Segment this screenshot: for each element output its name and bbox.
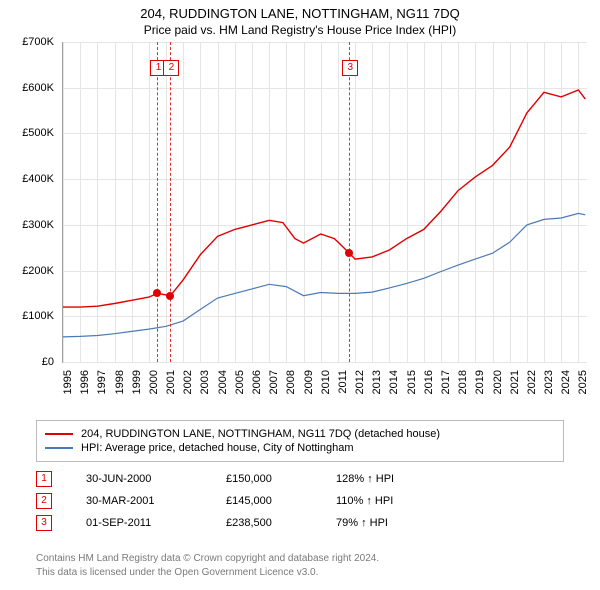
x-tick-label: 2013	[371, 370, 383, 394]
x-tick-label: 1998	[114, 370, 126, 394]
x-tick-label: 2003	[199, 370, 211, 394]
x-tick-label: 2020	[492, 370, 504, 394]
event-badge-1: 1	[36, 471, 52, 487]
y-tick-label: £0	[42, 356, 54, 368]
x-tick-label: 2025	[577, 370, 589, 394]
event-date-3: 01-SEP-2011	[86, 517, 226, 529]
event-chart-badge: 3	[342, 60, 358, 76]
x-tick-label: 1999	[131, 370, 143, 394]
x-tick-label: 2001	[165, 370, 177, 394]
chart-area: £0£100K£200K£300K£400K£500K£600K£700K 12…	[8, 42, 592, 412]
x-tick-label: 2018	[457, 370, 469, 394]
y-tick-label: £300K	[22, 219, 54, 231]
x-tick-label: 2002	[182, 370, 194, 394]
chart-title: 204, RUDDINGTON LANE, NOTTINGHAM, NG11 7…	[0, 6, 600, 21]
event-price-3: £238,500	[226, 517, 336, 529]
event-badge-3: 3	[36, 515, 52, 531]
event-row-2: 2 30-MAR-2001 £145,000 110% ↑ HPI	[36, 490, 564, 512]
x-tick-label: 1996	[79, 370, 91, 394]
gridline-h	[63, 362, 587, 363]
footer-line-2: This data is licensed under the Open Gov…	[36, 566, 564, 580]
x-tick-label: 2006	[251, 370, 263, 394]
x-tick-label: 2009	[303, 370, 315, 394]
x-tick-label: 2019	[474, 370, 486, 394]
plot-area: 123	[62, 42, 587, 363]
titles-block: 204, RUDDINGTON LANE, NOTTINGHAM, NG11 7…	[0, 0, 600, 37]
event-row-1: 1 30-JUN-2000 £150,000 128% ↑ HPI	[36, 468, 564, 490]
x-tick-label: 2022	[526, 370, 538, 394]
x-tick-label: 2016	[423, 370, 435, 394]
series-line-property	[63, 90, 585, 307]
x-tick-label: 2021	[509, 370, 521, 394]
x-tick-label: 2015	[406, 370, 418, 394]
x-tick-label: 2023	[543, 370, 555, 394]
event-pct-3: 79% ↑ HPI	[336, 517, 388, 529]
event-vline	[349, 42, 350, 362]
x-tick-label: 2012	[354, 370, 366, 394]
x-tick-label: 2004	[217, 370, 229, 394]
x-tick-label: 2005	[234, 370, 246, 394]
x-tick-label: 2014	[388, 370, 400, 394]
event-price-1: £150,000	[226, 473, 336, 485]
page-root: 204, RUDDINGTON LANE, NOTTINGHAM, NG11 7…	[0, 0, 600, 590]
event-row-3: 3 01-SEP-2011 £238,500 79% ↑ HPI	[36, 512, 564, 534]
legend-swatch-hpi	[45, 447, 73, 449]
y-tick-label: £500K	[22, 127, 54, 139]
series-line-hpi	[63, 213, 585, 337]
event-pct-1: 128% ↑ HPI	[336, 473, 394, 485]
event-price-2: £145,000	[226, 495, 336, 507]
x-tick-label: 2017	[440, 370, 452, 394]
x-tick-label: 2008	[285, 370, 297, 394]
event-marker-dot	[345, 249, 353, 257]
x-tick-label: 2024	[560, 370, 572, 394]
y-tick-label: £400K	[22, 173, 54, 185]
y-axis-labels: £0£100K£200K£300K£400K£500K£600K£700K	[8, 42, 58, 362]
event-date-1: 30-JUN-2000	[86, 473, 226, 485]
chart-subtitle: Price paid vs. HM Land Registry's House …	[0, 23, 600, 37]
y-tick-label: £200K	[22, 265, 54, 277]
event-marker-dot	[153, 289, 161, 297]
event-vline	[170, 42, 171, 362]
legend-box: 204, RUDDINGTON LANE, NOTTINGHAM, NG11 7…	[36, 420, 564, 462]
x-tick-label: 2011	[337, 370, 349, 394]
legend-label-property: 204, RUDDINGTON LANE, NOTTINGHAM, NG11 7…	[81, 428, 440, 440]
legend-swatch-property	[45, 433, 73, 435]
y-tick-label: £100K	[22, 310, 54, 322]
legend-row-property: 204, RUDDINGTON LANE, NOTTINGHAM, NG11 7…	[45, 427, 555, 441]
x-tick-label: 1997	[96, 370, 108, 394]
legend-label-hpi: HPI: Average price, detached house, City…	[81, 442, 354, 454]
y-tick-label: £700K	[22, 36, 54, 48]
footer-line-1: Contains HM Land Registry data © Crown c…	[36, 552, 564, 566]
x-tick-label: 2007	[268, 370, 280, 394]
event-date-2: 30-MAR-2001	[86, 495, 226, 507]
chart-lines-svg	[63, 42, 587, 362]
event-badge-2: 2	[36, 493, 52, 509]
x-tick-label: 2000	[148, 370, 160, 394]
legend-row-hpi: HPI: Average price, detached house, City…	[45, 441, 555, 455]
y-tick-label: £600K	[22, 82, 54, 94]
footer-attribution: Contains HM Land Registry data © Crown c…	[36, 552, 564, 579]
event-pct-2: 110% ↑ HPI	[336, 495, 393, 507]
x-tick-label: 2010	[320, 370, 332, 394]
events-table: 1 30-JUN-2000 £150,000 128% ↑ HPI 2 30-M…	[36, 468, 564, 534]
event-chart-badge: 2	[163, 60, 179, 76]
event-marker-dot	[166, 292, 174, 300]
event-vline	[157, 42, 158, 362]
x-axis-labels: 1995 1996 1997 1998 1999 2000 2001 2002 2003 2004…	[62, 366, 586, 412]
x-tick-label: 1995	[62, 370, 74, 394]
